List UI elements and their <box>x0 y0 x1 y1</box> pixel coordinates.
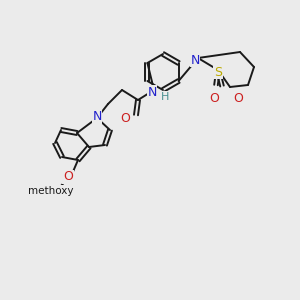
Text: H: H <box>161 92 169 102</box>
Text: N: N <box>147 85 157 98</box>
Text: N: N <box>190 53 200 67</box>
Text: O: O <box>209 92 219 104</box>
Text: S: S <box>214 65 222 79</box>
Text: N: N <box>92 110 102 124</box>
Text: methoxy: methoxy <box>28 186 74 196</box>
Text: O: O <box>120 112 130 125</box>
Text: O: O <box>63 170 73 184</box>
Text: O: O <box>233 92 243 104</box>
